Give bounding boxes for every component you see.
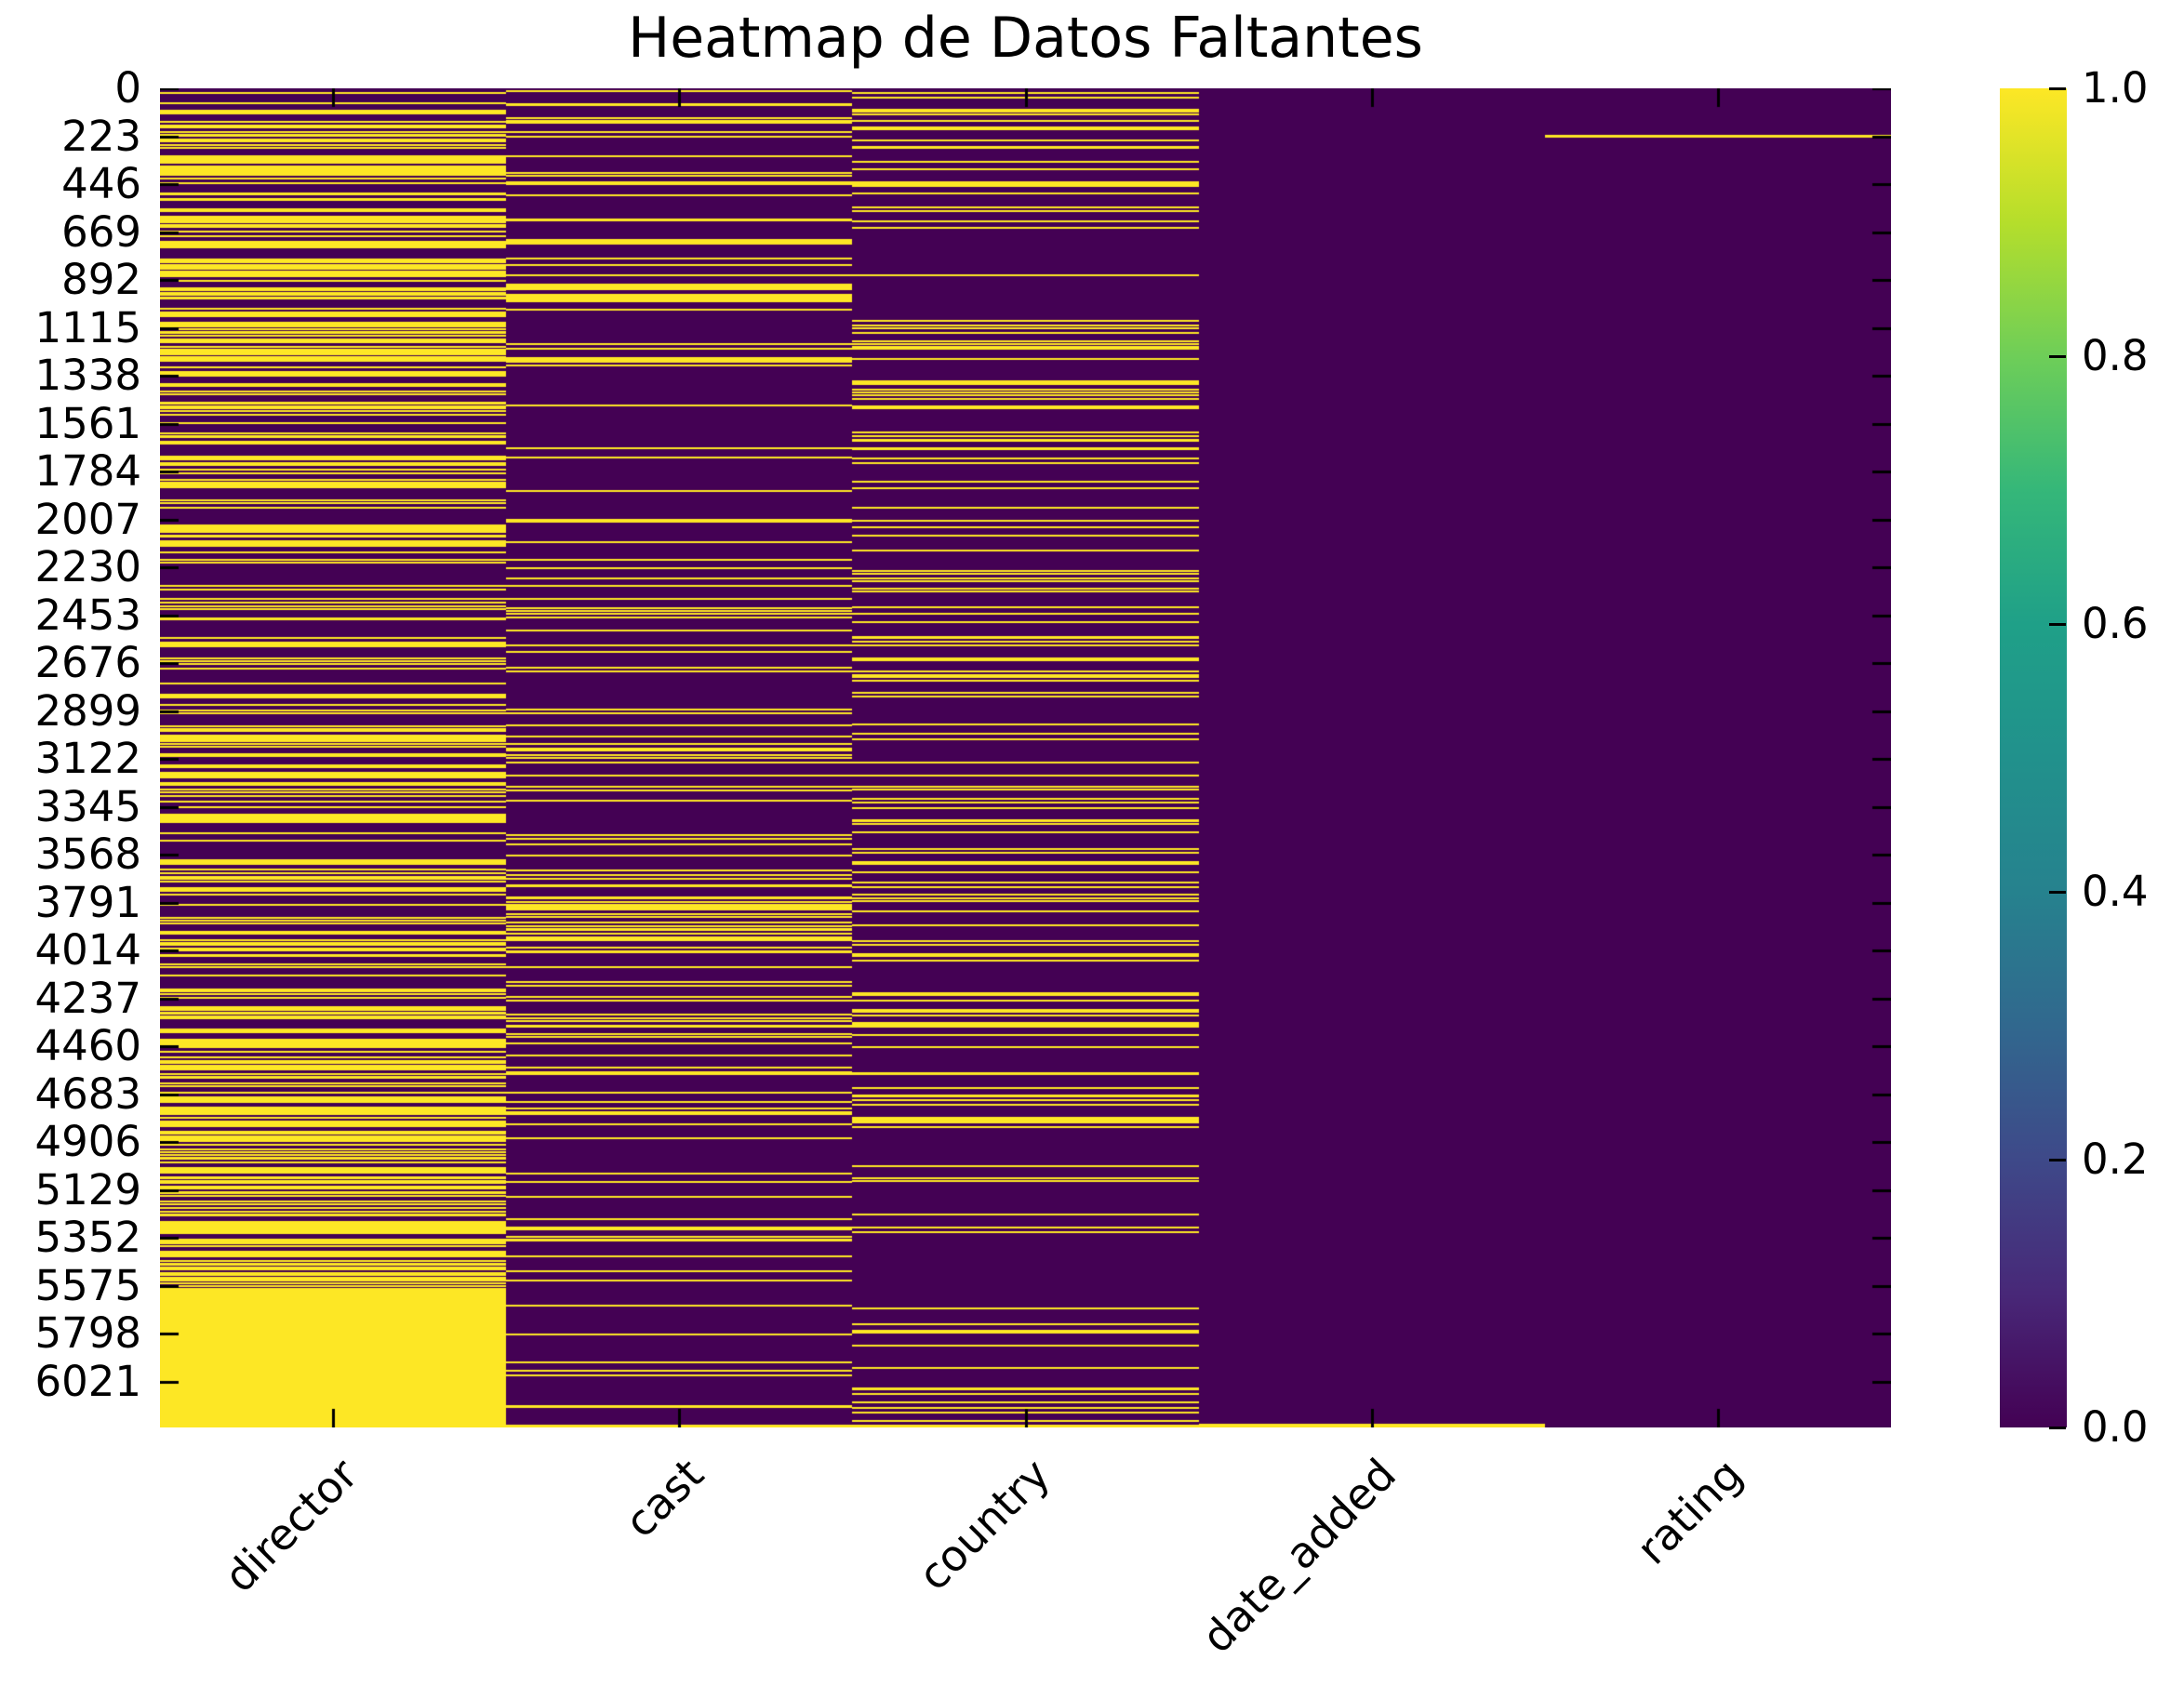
y-tick-label: 4014 xyxy=(34,925,141,976)
colorbar-tick xyxy=(2049,1426,2066,1429)
y-tick-label: 3345 xyxy=(34,781,141,831)
y-tick-label: 669 xyxy=(61,206,141,257)
colorbar-tick-label: 0.4 xyxy=(2082,867,2149,916)
y-tick-label: 2676 xyxy=(34,638,141,688)
y-tick-label: 2453 xyxy=(34,590,141,640)
y-tick-label: 5575 xyxy=(34,1260,141,1310)
y-tick-label: 0 xyxy=(114,63,141,113)
colorbar-tick xyxy=(2049,354,2066,358)
colorbar-tick-label: 0.6 xyxy=(2082,599,2149,648)
y-tick-label: 446 xyxy=(61,159,141,209)
chart-title: Heatmap de Datos Faltantes xyxy=(628,6,1423,71)
x-tick-label: country xyxy=(908,1449,1059,1600)
y-tick-label: 4237 xyxy=(34,973,141,1023)
y-tick-label: 1561 xyxy=(34,398,141,448)
colorbar-tick xyxy=(2049,890,2066,894)
colorbar-tick xyxy=(2049,86,2066,90)
colorbar xyxy=(2000,88,2067,1427)
colorbar-tick-label: 1.0 xyxy=(2082,63,2149,113)
y-tick-label: 5129 xyxy=(34,1164,141,1215)
y-tick-label: 4683 xyxy=(34,1069,141,1119)
y-tick-label: 2007 xyxy=(34,494,141,544)
y-tick-label: 3122 xyxy=(34,734,141,784)
y-tick-label: 1784 xyxy=(34,446,141,497)
y-tick-label: 223 xyxy=(61,111,141,161)
y-tick-label: 3568 xyxy=(34,830,141,880)
colorbar-tick-label: 0.8 xyxy=(2082,331,2149,380)
y-tick-label: 5352 xyxy=(34,1213,141,1263)
y-tick-label: 1338 xyxy=(34,351,141,401)
colorbar-tick-label: 0.2 xyxy=(2082,1135,2149,1184)
x-tick-label: director xyxy=(213,1449,367,1602)
x-tick-label: cast xyxy=(614,1449,713,1547)
y-tick-label: 6021 xyxy=(34,1356,141,1406)
x-tick-label: rating xyxy=(1626,1449,1752,1574)
colorbar-tick-label: 0.0 xyxy=(2082,1402,2149,1452)
y-tick-label: 4906 xyxy=(34,1117,141,1167)
colorbar-tick xyxy=(2049,622,2066,626)
y-tick-label: 5798 xyxy=(34,1308,141,1359)
y-tick-label: 2230 xyxy=(34,542,141,592)
colorbar-tick xyxy=(2049,1158,2066,1161)
y-tick-label: 892 xyxy=(61,255,141,305)
x-tick-label: date_added xyxy=(1192,1449,1405,1663)
y-tick-label: 3791 xyxy=(34,877,141,927)
y-tick-label: 2899 xyxy=(34,685,141,736)
y-tick-label: 1115 xyxy=(34,302,141,352)
y-tick-label: 4460 xyxy=(34,1021,141,1071)
heatmap-plot-area xyxy=(160,88,1891,1427)
